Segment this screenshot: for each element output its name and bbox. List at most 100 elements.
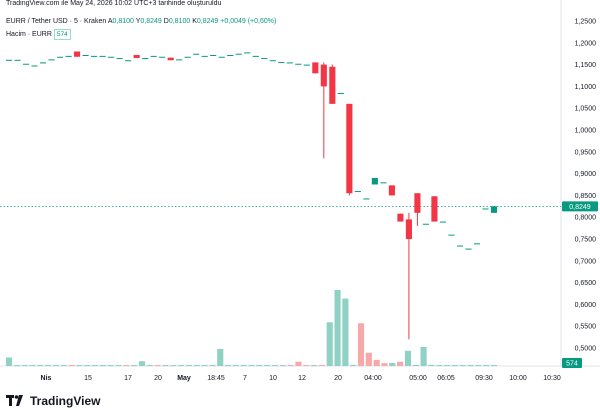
volume-bar bbox=[389, 362, 396, 366]
volume-bar bbox=[193, 365, 200, 366]
candle-body bbox=[99, 55, 106, 57]
volume-bar bbox=[326, 322, 333, 366]
candle-body bbox=[397, 213, 404, 222]
volume-bar bbox=[162, 365, 169, 366]
candle-body bbox=[184, 56, 191, 58]
volume-bar bbox=[29, 365, 36, 366]
volume-bar bbox=[99, 365, 106, 366]
volume-bar bbox=[381, 363, 388, 366]
volume-bar bbox=[123, 365, 130, 366]
tradingview-brand[interactable]: TradingView bbox=[6, 394, 100, 408]
candle-body bbox=[261, 58, 268, 60]
x-tick-label: May bbox=[177, 375, 191, 382]
candle-body bbox=[48, 59, 55, 61]
x-tick-label: 12 bbox=[298, 375, 306, 382]
candle-body bbox=[159, 56, 166, 58]
candle-body bbox=[269, 60, 276, 62]
candle-body bbox=[329, 66, 336, 104]
volume-bar bbox=[397, 361, 404, 366]
candle-body bbox=[210, 55, 217, 57]
volume-legend: Hacim · EURR 574 bbox=[6, 29, 71, 40]
x-tick-label: 04:00 bbox=[364, 375, 382, 382]
y-tick-label: 0,7500 bbox=[575, 237, 597, 244]
volume-bar bbox=[483, 365, 490, 366]
x-tick-label: 06:05 bbox=[437, 375, 455, 382]
y-tick-label: 1,0000 bbox=[575, 128, 597, 135]
candle-body bbox=[176, 59, 183, 61]
candle-body bbox=[439, 221, 447, 223]
x-tick-label: 09:30 bbox=[475, 375, 493, 382]
volume-label[interactable]: Hacim · EURR bbox=[6, 31, 52, 38]
x-tick-label: 10:00 bbox=[509, 375, 527, 382]
volume-bar bbox=[459, 365, 466, 366]
volume-bar bbox=[146, 365, 153, 366]
volume-bar bbox=[154, 365, 161, 366]
candle-body bbox=[39, 62, 47, 64]
change-value: +0,0049 (+0,60%) bbox=[220, 18, 277, 25]
volume-bar bbox=[420, 347, 427, 366]
y-tick-label: 0,8000 bbox=[575, 215, 597, 222]
low-value: 0,8100 bbox=[168, 18, 191, 25]
x-tick-label: Nis bbox=[41, 375, 52, 382]
volume-bar bbox=[13, 365, 20, 366]
candle-body bbox=[125, 60, 132, 62]
volume-bar bbox=[303, 365, 310, 366]
x-tick-label: 10 bbox=[269, 375, 277, 382]
volume-bar bbox=[444, 365, 451, 366]
candle-body bbox=[337, 92, 344, 94]
y-tick-label: 1,1500 bbox=[575, 62, 597, 69]
volume-bar bbox=[475, 365, 482, 366]
volume-bar bbox=[178, 365, 185, 366]
y-tick-label: 0,8500 bbox=[575, 193, 597, 200]
candle-body bbox=[346, 103, 353, 194]
candle-body bbox=[252, 55, 259, 57]
y-tick-label: 0,6500 bbox=[575, 280, 597, 287]
close-value: 0,8249 bbox=[196, 18, 219, 25]
y-tick-label: 1,1000 bbox=[575, 84, 597, 91]
volume-bar bbox=[45, 365, 52, 366]
volume-bar bbox=[256, 365, 263, 366]
candle-body bbox=[456, 245, 464, 247]
candle-body bbox=[388, 185, 395, 196]
chart-caption: TradingView.com ile May 24, 2026 10:02 U… bbox=[6, 0, 222, 7]
candle-body bbox=[312, 62, 319, 74]
y-tick-label: 0,5500 bbox=[575, 324, 597, 331]
volume-bar bbox=[91, 365, 99, 366]
volume-bar bbox=[334, 290, 341, 366]
candle-body bbox=[431, 196, 438, 222]
candle-body bbox=[218, 56, 225, 58]
high-value: 0,8249 bbox=[140, 18, 162, 25]
candle-body bbox=[167, 57, 174, 61]
x-tick-label: 10:30 bbox=[543, 375, 561, 382]
candle-body bbox=[65, 55, 72, 57]
volume-bar bbox=[271, 365, 279, 366]
volume-bar bbox=[365, 352, 372, 366]
candle-body bbox=[303, 64, 310, 66]
candle-body bbox=[56, 56, 64, 58]
volume-bar bbox=[76, 365, 83, 366]
volume-bar bbox=[404, 350, 412, 366]
candle-body bbox=[227, 55, 234, 57]
volume-bar bbox=[138, 361, 146, 366]
volume-bar bbox=[357, 323, 365, 366]
volume-bar bbox=[295, 361, 302, 366]
volume-bar bbox=[248, 365, 255, 366]
volume-bar bbox=[107, 365, 114, 366]
candle-body bbox=[414, 193, 421, 213]
volume-bar bbox=[467, 365, 474, 366]
x-tick-label: 17 bbox=[124, 375, 132, 382]
volume-bar bbox=[490, 365, 498, 366]
candle-body bbox=[5, 59, 13, 61]
candle-body bbox=[320, 64, 327, 87]
y-tick-label: 0,9500 bbox=[575, 149, 597, 156]
volume-bar bbox=[232, 365, 239, 366]
volume-badge bbox=[562, 358, 582, 368]
volume-bar bbox=[287, 365, 294, 366]
candle-body bbox=[405, 219, 412, 239]
candle-body bbox=[74, 51, 81, 57]
y-tick-label: 0,5000 bbox=[575, 346, 597, 353]
candle-body bbox=[108, 56, 115, 58]
y-tick-label: 1,0500 bbox=[575, 106, 597, 113]
symbol-label[interactable]: EURR / Tether USD · 5 · Kraken bbox=[6, 18, 107, 25]
